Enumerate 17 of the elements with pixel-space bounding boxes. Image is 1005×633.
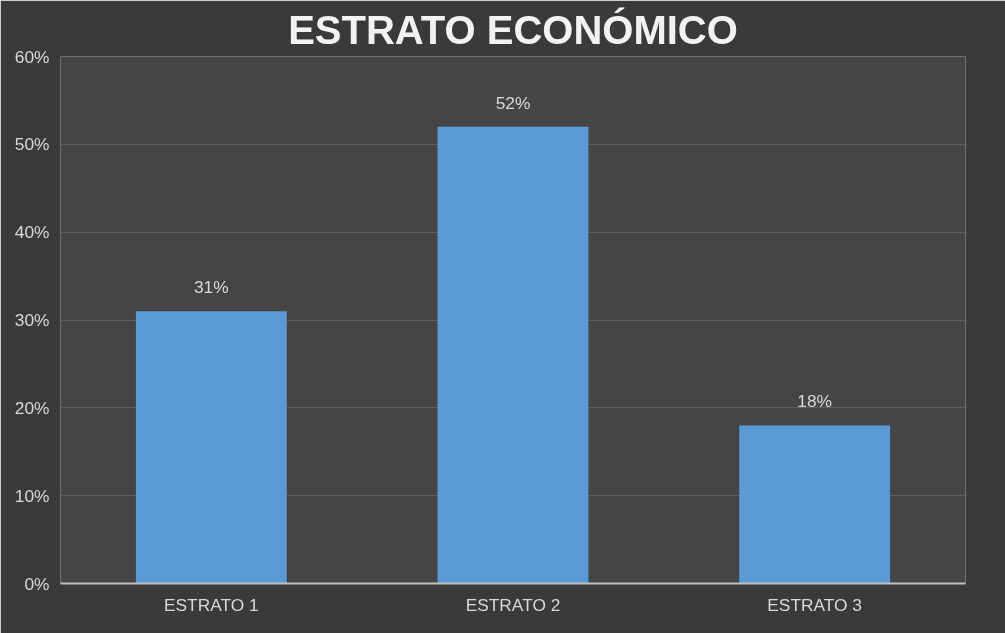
y-tick-label: 40% xyxy=(14,222,50,243)
chart-title: ESTRATO ECONÓMICO xyxy=(288,6,738,52)
bar xyxy=(135,311,287,584)
bar xyxy=(437,126,589,584)
y-tick-label: 60% xyxy=(14,46,50,67)
data-label: 31% xyxy=(193,277,229,298)
x-tick-label: ESTRATO 3 xyxy=(767,594,863,615)
x-tick-label: ESTRATO 1 xyxy=(163,594,259,615)
y-tick-label: 30% xyxy=(14,310,50,330)
y-tick-label: 0% xyxy=(24,573,50,594)
y-tick-label: 10% xyxy=(14,485,50,506)
y-tick-label: 20% xyxy=(14,397,50,418)
data-label: 52% xyxy=(495,92,531,113)
x-tick-label: ESTRATO 2 xyxy=(465,594,561,615)
data-label: 18% xyxy=(797,391,833,412)
y-tick-label: 50% xyxy=(14,134,50,155)
bar xyxy=(739,425,891,584)
